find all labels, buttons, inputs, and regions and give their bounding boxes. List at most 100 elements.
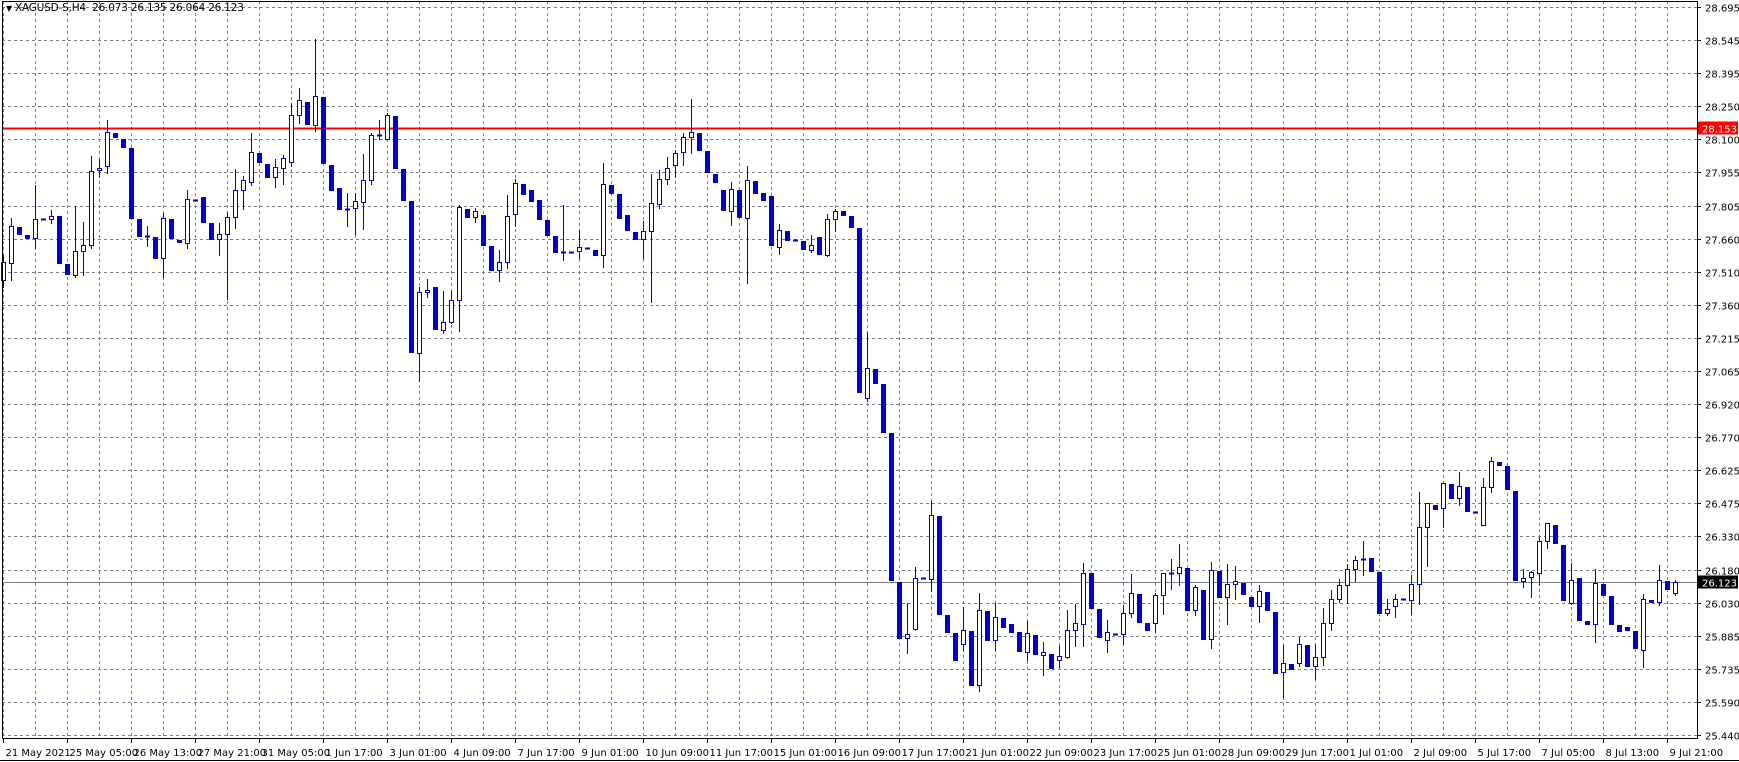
candle-body-bear bbox=[801, 241, 806, 250]
candle bbox=[1329, 590, 1334, 631]
candle bbox=[1129, 574, 1134, 618]
candle bbox=[889, 433, 894, 581]
candle-body-bull bbox=[1297, 644, 1302, 664]
candle-body-bull bbox=[425, 290, 430, 293]
candle-body-bull bbox=[1081, 573, 1086, 625]
candle bbox=[41, 218, 46, 221]
candle-body-bull bbox=[1177, 567, 1182, 574]
candle bbox=[665, 157, 670, 185]
candle-body-bull bbox=[809, 245, 814, 251]
candle-body-bull bbox=[73, 251, 78, 276]
candle bbox=[777, 224, 782, 255]
candle-body-bull bbox=[441, 322, 446, 331]
candle-body-bull bbox=[1385, 609, 1390, 614]
candle bbox=[169, 219, 174, 239]
x-tick-label: 21 Jun 01:00 bbox=[966, 748, 1030, 759]
candle bbox=[33, 185, 38, 249]
candle-body-bear bbox=[1249, 597, 1254, 607]
candle-body-bear bbox=[201, 197, 206, 223]
candle-body-bear bbox=[121, 139, 126, 148]
candle bbox=[1521, 569, 1526, 588]
candle bbox=[305, 102, 310, 125]
candle-body-bear bbox=[1145, 623, 1150, 631]
candle-body-bull bbox=[281, 158, 286, 169]
candle bbox=[433, 287, 438, 330]
candle bbox=[1569, 563, 1574, 605]
candle bbox=[369, 133, 374, 185]
x-tick-label: 23 Jun 17:00 bbox=[1094, 748, 1158, 759]
candle bbox=[841, 211, 846, 216]
candle-body-bull bbox=[1329, 599, 1334, 624]
candle bbox=[785, 231, 790, 241]
candle bbox=[617, 194, 622, 219]
price-axis[interactable]: 28.695 28.545 28.395 28.250 28.100 27.955 27.8… bbox=[1697, 4, 1739, 743]
candle bbox=[489, 246, 494, 271]
candle-body-bull bbox=[81, 245, 86, 252]
candle-body-bear bbox=[1561, 545, 1566, 601]
candle-body-bull bbox=[1321, 623, 1326, 658]
candle-body-bear bbox=[401, 169, 406, 201]
candle bbox=[353, 193, 358, 235]
candle-body-bear bbox=[1097, 609, 1102, 638]
triangle-down-icon[interactable]: ▼ bbox=[6, 4, 12, 13]
candle-body-bull bbox=[665, 168, 670, 180]
candle bbox=[265, 164, 270, 178]
candle-body-bull bbox=[89, 171, 94, 246]
candle-body-bear bbox=[305, 102, 310, 125]
y-tick-label: 28.395 bbox=[1705, 70, 1739, 81]
candle-body-bear bbox=[1369, 558, 1374, 572]
candle bbox=[985, 611, 990, 641]
candle bbox=[1273, 612, 1278, 674]
candle-body-bull bbox=[1073, 623, 1078, 631]
candle bbox=[17, 227, 22, 235]
candle-body-bear bbox=[17, 227, 22, 235]
y-tick-label: 26.180 bbox=[1705, 567, 1739, 578]
candle-body-bull bbox=[1041, 652, 1046, 656]
candle-body-bull bbox=[1225, 584, 1230, 598]
candle bbox=[1513, 491, 1518, 581]
candle-body-bear bbox=[65, 264, 70, 275]
candle bbox=[737, 190, 742, 218]
candle bbox=[1153, 593, 1158, 633]
candle-body-bull bbox=[217, 234, 222, 240]
candle-body-bear bbox=[625, 215, 630, 231]
candle bbox=[1377, 572, 1382, 614]
candle bbox=[641, 221, 646, 259]
candle-body-bull bbox=[1313, 657, 1318, 667]
candle bbox=[1505, 466, 1510, 490]
candle-body-bull bbox=[49, 216, 54, 220]
bid-price-label: 26.123 bbox=[1702, 579, 1737, 590]
candle bbox=[681, 133, 686, 166]
y-tick-label: 25.885 bbox=[1705, 633, 1739, 644]
candle bbox=[729, 182, 734, 226]
candle bbox=[497, 250, 502, 282]
candle-body-bear bbox=[1649, 600, 1654, 603]
candle bbox=[1105, 620, 1110, 653]
candle bbox=[241, 176, 246, 210]
candle bbox=[161, 213, 166, 278]
candle-body-bear bbox=[857, 228, 862, 393]
candle-body-bull bbox=[1393, 599, 1398, 607]
candle-body-bull bbox=[777, 230, 782, 248]
candle-body-bull bbox=[1025, 633, 1030, 653]
candle bbox=[1081, 563, 1086, 647]
candle-body-bear bbox=[1553, 525, 1558, 544]
candle-body-bull bbox=[833, 211, 838, 220]
candle bbox=[121, 139, 126, 148]
candle bbox=[1337, 579, 1342, 603]
candle-body-bear bbox=[257, 153, 262, 163]
candle-body-bear bbox=[409, 201, 414, 353]
candle-body-bear bbox=[737, 190, 742, 218]
candle bbox=[1473, 511, 1478, 514]
candle-body-bear bbox=[209, 223, 214, 240]
candle bbox=[505, 195, 510, 269]
candle-body-bear bbox=[337, 188, 342, 210]
chart-title[interactable]: ▼ XAGUSD-S,H4 26.073 26.135 26.064 26.123 bbox=[6, 2, 244, 14]
candle-body-bull bbox=[1569, 580, 1574, 604]
candle bbox=[1297, 637, 1302, 667]
candle bbox=[1457, 472, 1462, 506]
candle-body-bear bbox=[521, 184, 526, 195]
candle bbox=[1633, 631, 1638, 649]
